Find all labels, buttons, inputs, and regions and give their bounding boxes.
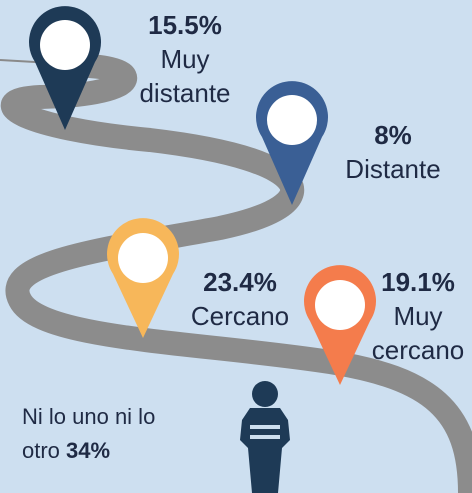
text: Cercano	[190, 301, 290, 331]
road	[0, 53, 472, 493]
pin-label: 19.1% Muy cercano	[362, 265, 472, 367]
text: 15.5%	[148, 10, 222, 40]
pin-3	[107, 218, 179, 338]
text: Muy cercano	[371, 301, 465, 365]
pin-1	[29, 6, 102, 130]
pin-label: 23.4% Cercano	[180, 265, 300, 333]
text: Ni lo uno ni lo otro	[22, 404, 156, 463]
text: Muy distante	[139, 44, 231, 108]
text: 34%	[66, 438, 111, 463]
footer-note: Ni lo uno ni lo otro 34%	[22, 400, 170, 468]
pin-label: 15.5% Muy distante	[115, 8, 255, 110]
text: Distante	[345, 154, 441, 184]
person-icon	[240, 381, 290, 493]
pin-label: 8% Distante	[333, 118, 453, 186]
pin-2	[255, 81, 328, 205]
text: 23.4%	[203, 267, 277, 297]
text: 19.1%	[381, 267, 455, 297]
text: 8%	[374, 120, 412, 150]
pin-4	[304, 265, 377, 385]
